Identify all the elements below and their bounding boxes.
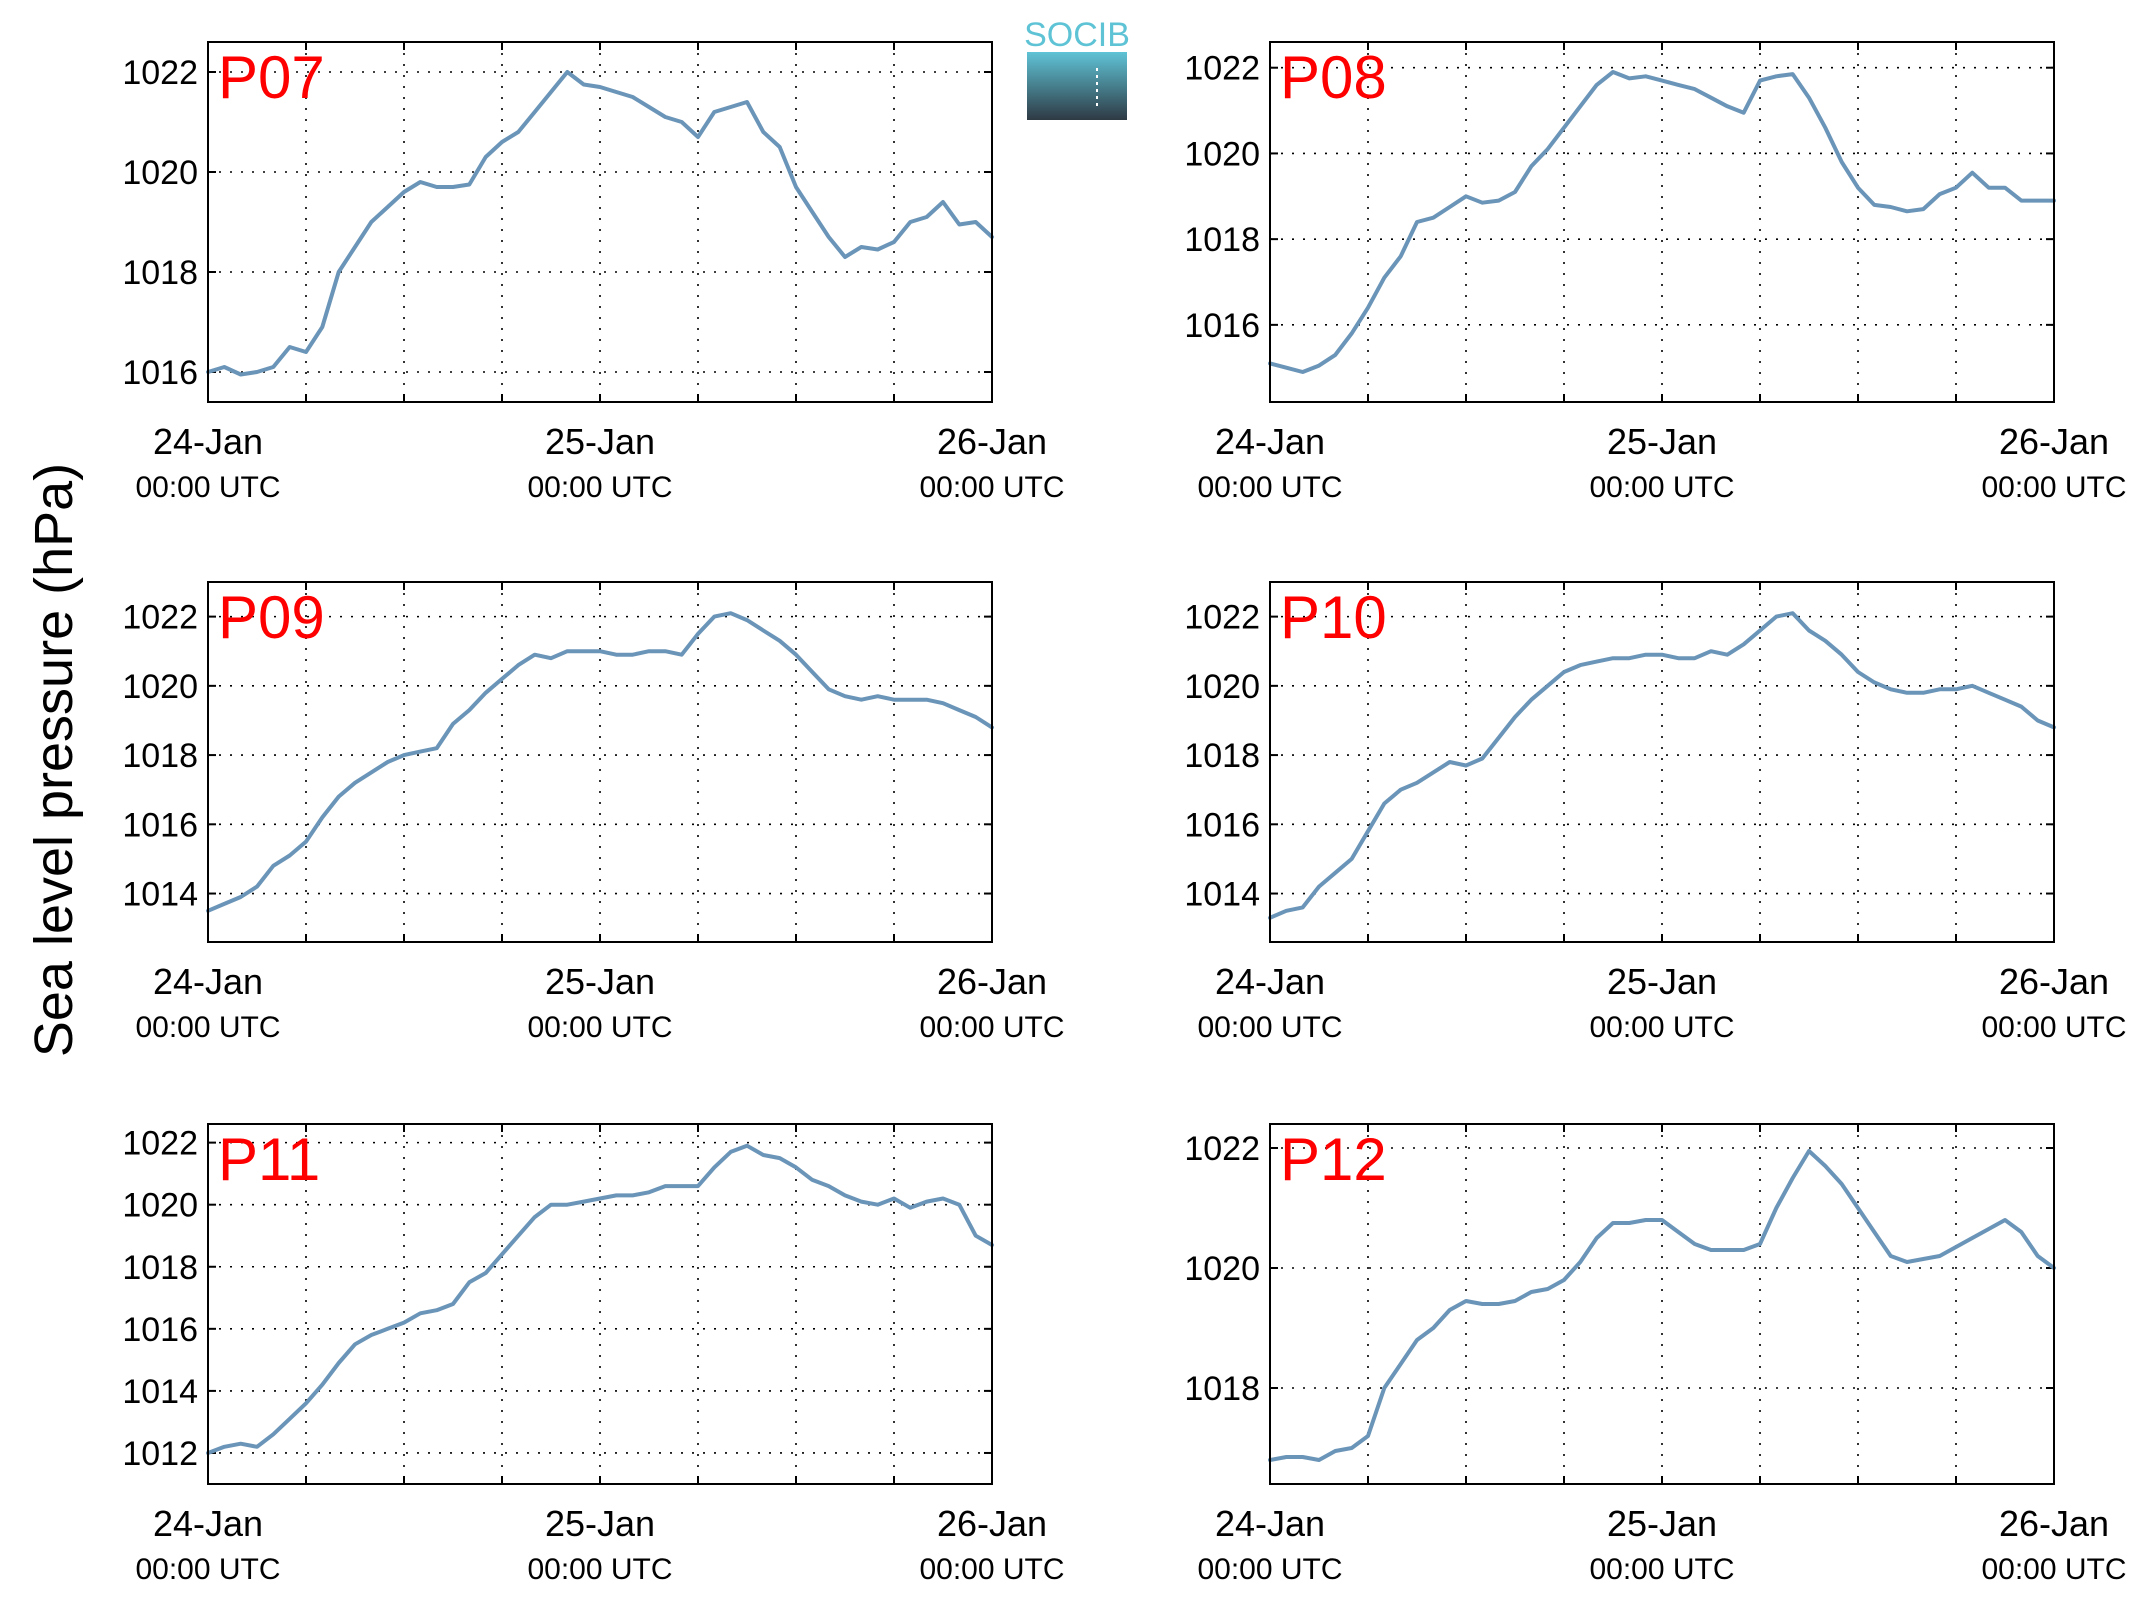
y-tick-label: 1020 (122, 154, 198, 192)
y-tick-label: 1020 (122, 668, 198, 706)
logo-text: SOCIB (1024, 16, 1130, 54)
y-tick-label: 1020 (1184, 1250, 1260, 1288)
panel-p11: 1012 1014 1016 1018 1020 1022 24-Jan 00:00 UTC 2… (122, 1123, 1065, 1586)
station-label-p08: P08 (1280, 44, 1387, 111)
x-tick-label-date: 26-Jan (937, 961, 1047, 1002)
y-tick-label: 1018 (1184, 221, 1260, 259)
x-tick-label-date: 25-Jan (1607, 421, 1717, 462)
y-tick-label: 1014 (122, 876, 198, 914)
series-line-p11 (206, 1143, 994, 1455)
y-tick-label: 1012 (122, 1435, 198, 1473)
y-tick-label: 1020 (1184, 668, 1260, 706)
x-tick-label-time: 00:00 UTC (527, 1011, 672, 1044)
x-tick-label-time: 00:00 UTC (1981, 1553, 2126, 1586)
y-tick-label: 1018 (1184, 737, 1260, 775)
axes-frame (1269, 1123, 2055, 1485)
y-tick-label: 1016 (122, 806, 198, 844)
x-tick-label-date: 24-Jan (1215, 961, 1325, 1002)
axes-frame (207, 581, 993, 943)
y-tick-label: 1018 (122, 1249, 198, 1287)
panels: 1016 1018 1020 1022 24-Jan 00:00 UTC 25-Jan 00:… (122, 41, 2127, 1586)
y-tick-label: 1022 (1184, 599, 1260, 637)
series-line-p12 (1268, 1149, 2056, 1462)
y-tick-label: 1022 (122, 599, 198, 637)
station-label-p11: P11 (218, 1126, 320, 1193)
logo-panel (1027, 52, 1127, 120)
y-tick-label: 1014 (122, 1373, 198, 1411)
y-tick-label: 1018 (122, 737, 198, 775)
x-tick-label-time: 00:00 UTC (1589, 1011, 1734, 1044)
x-tick-label-date: 24-Jan (153, 1503, 263, 1544)
x-tick-label-time: 00:00 UTC (1197, 1011, 1342, 1044)
axes-frame (207, 1123, 993, 1485)
x-tick-label-time: 00:00 UTC (1981, 471, 2126, 504)
y-tick-label: 1016 (122, 1311, 198, 1349)
x-tick-label-date: 26-Jan (937, 1503, 1047, 1544)
y-tick-label: 1020 (122, 1187, 198, 1225)
x-tick-label-date: 26-Jan (1999, 961, 2109, 1002)
y-tick-label: 1016 (1184, 806, 1260, 844)
x-tick-label-date: 25-Jan (545, 1503, 655, 1544)
x-tick-label-date: 24-Jan (1215, 1503, 1325, 1544)
y-tick-label: 1018 (1184, 1370, 1260, 1408)
station-label-p09: P09 (218, 584, 325, 651)
axes-frame (207, 41, 993, 403)
series-line-p09 (206, 611, 994, 913)
y-tick-label: 1022 (1184, 50, 1260, 88)
x-tick-label-date: 25-Jan (545, 421, 655, 462)
y-tick-label: 1022 (122, 54, 198, 92)
x-tick-label-time: 00:00 UTC (527, 471, 672, 504)
series-line-p08 (1268, 70, 2056, 374)
x-tick-label-date: 26-Jan (1999, 421, 2109, 462)
x-tick-label-time: 00:00 UTC (135, 1011, 280, 1044)
y-tick-label: 1022 (122, 1125, 198, 1163)
y-tick-label: 1018 (122, 254, 198, 292)
station-label-p10: P10 (1280, 584, 1387, 651)
station-label-p12: P12 (1280, 1126, 1387, 1193)
y-tick-label: 1014 (1184, 876, 1260, 914)
x-tick-label-time: 00:00 UTC (919, 1553, 1064, 1586)
x-tick-label-date: 25-Jan (1607, 1503, 1717, 1544)
x-tick-label-time: 00:00 UTC (135, 471, 280, 504)
x-tick-label-time: 00:00 UTC (919, 1011, 1064, 1044)
panel-p09: 1014 1016 1018 1020 1022 24-Jan 00:00 UTC 25-Ja… (122, 581, 1065, 1044)
x-tick-label-time: 00:00 UTC (527, 1553, 672, 1586)
x-tick-label-time: 00:00 UTC (919, 471, 1064, 504)
y-tick-label: 1016 (1184, 307, 1260, 345)
panel-p08: 1016 1018 1020 1022 24-Jan 00:00 UTC 25-Jan 00:… (1184, 41, 2127, 504)
x-tick-label-date: 26-Jan (937, 421, 1047, 462)
x-tick-label-date: 24-Jan (153, 961, 263, 1002)
axes-frame (1269, 41, 2055, 403)
x-tick-label-date: 26-Jan (1999, 1503, 2109, 1544)
x-tick-label-time: 00:00 UTC (1981, 1011, 2126, 1044)
x-tick-label-time: 00:00 UTC (1589, 471, 1734, 504)
y-axis-label: Sea level pressure (hPa) (24, 463, 84, 1057)
x-tick-label-time: 00:00 UTC (1197, 471, 1342, 504)
y-tick-label: 1022 (1184, 1130, 1260, 1168)
y-tick-label: 1020 (1184, 135, 1260, 173)
socib-logo: SOCIB (1024, 16, 1130, 120)
panel-p12: 1018 1020 1022 24-Jan 00:00 UTC 25-Jan 00:00 U… (1184, 1123, 2127, 1586)
series-line-p10 (1268, 611, 2056, 920)
y-tick-label: 1016 (122, 354, 198, 392)
x-tick-label-time: 00:00 UTC (1197, 1553, 1342, 1586)
x-tick-label-time: 00:00 UTC (135, 1553, 280, 1586)
x-tick-label-date: 25-Jan (1607, 961, 1717, 1002)
x-tick-label-date: 24-Jan (153, 421, 263, 462)
panel-p07: 1016 1018 1020 1022 24-Jan 00:00 UTC 25-Jan 00:… (122, 41, 1065, 504)
x-tick-label-time: 00:00 UTC (1589, 1553, 1734, 1586)
x-tick-label-date: 24-Jan (1215, 421, 1325, 462)
x-tick-label-date: 25-Jan (545, 961, 655, 1002)
series-line-p07 (206, 70, 994, 377)
station-label-p07: P07 (218, 44, 325, 111)
axes-frame (1269, 581, 2055, 943)
panel-p10: 1014 1016 1018 1020 1022 24-Jan 00:00 UTC 25-Ja… (1184, 581, 2127, 1044)
